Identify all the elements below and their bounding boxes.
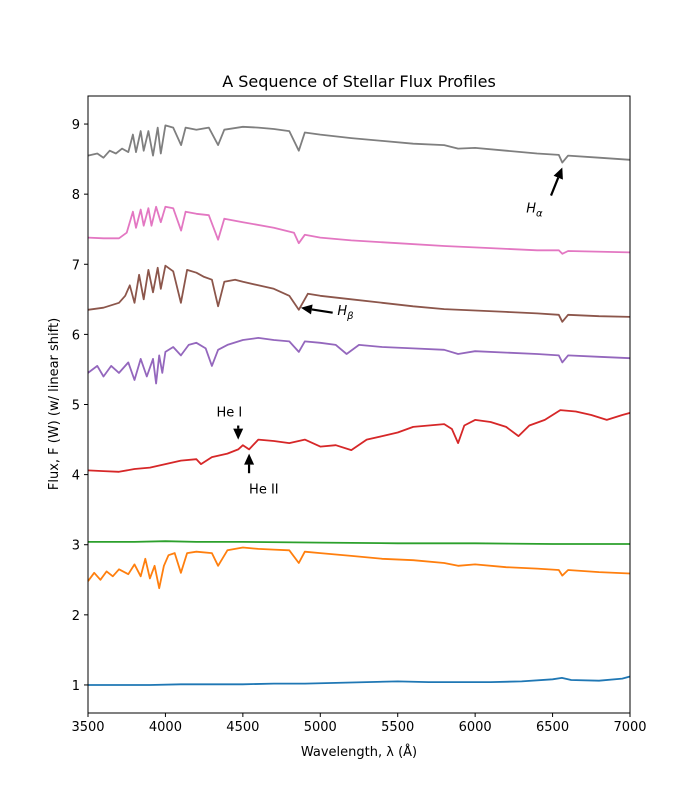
series-line-8 (87, 124, 631, 164)
annotation-arrow-head-h-beta (300, 304, 313, 315)
y-tick-label: 8 (72, 188, 80, 203)
y-tick-label: 1 (72, 679, 80, 694)
series-line-1 (88, 675, 631, 686)
plot-frame (87, 95, 631, 714)
x-tick-label: 5500 (381, 720, 414, 735)
series-line-6 (87, 264, 631, 323)
annotation-arrow-shaft-h-beta (311, 308, 333, 314)
annotation-arrow-head-he-i (233, 428, 244, 440)
annotations-layer: Hα Hβ He I He II (217, 167, 563, 498)
annotation-arrow-shaft-h-alpha (550, 177, 560, 196)
y-axis: 1 2 3 4 5 6 7 8 9 (72, 118, 88, 694)
series-layer (87, 124, 631, 686)
annotation-label-h-alpha: Hα (526, 201, 543, 219)
y-axis-label: Flux, F (W) (w/ linear shift) (47, 318, 62, 490)
x-tick-label: 4500 (226, 720, 259, 735)
y-tick-label: 9 (72, 118, 80, 133)
series-line-2 (87, 546, 631, 590)
x-tick-label: 6000 (459, 720, 492, 735)
annotation-label-he-i: He I (217, 405, 243, 420)
annotation-arrow-head-he-ii (244, 453, 255, 465)
x-axis-label: Wavelength, λ (Å) (301, 744, 417, 760)
y-tick-label: 2 (72, 609, 80, 624)
x-tick-label: 7000 (613, 720, 646, 735)
y-tick-label: 3 (72, 539, 80, 554)
annotation-label-he-ii: He II (249, 483, 279, 498)
series-line-5 (87, 337, 631, 385)
x-tick-label: 4000 (149, 720, 182, 735)
series-line-7 (87, 205, 631, 255)
series-line-3 (88, 540, 630, 545)
chart-title: A Sequence of Stellar Flux Profiles (222, 72, 496, 91)
annotation-label-h-beta: Hβ (337, 304, 354, 322)
series-line-4 (87, 409, 631, 473)
x-tick-label: 3500 (71, 720, 104, 735)
x-tick-label: 5000 (304, 720, 337, 735)
y-tick-label: 6 (72, 328, 80, 343)
y-tick-label: 7 (72, 258, 80, 273)
y-tick-label: 4 (72, 469, 80, 484)
x-tick-label: 6500 (536, 720, 569, 735)
x-axis: 3500 4000 4500 5000 5500 6000 6500 7000 (71, 713, 647, 735)
annotation-arrow-head-h-alpha (553, 167, 563, 180)
y-tick-label: 5 (72, 399, 80, 414)
